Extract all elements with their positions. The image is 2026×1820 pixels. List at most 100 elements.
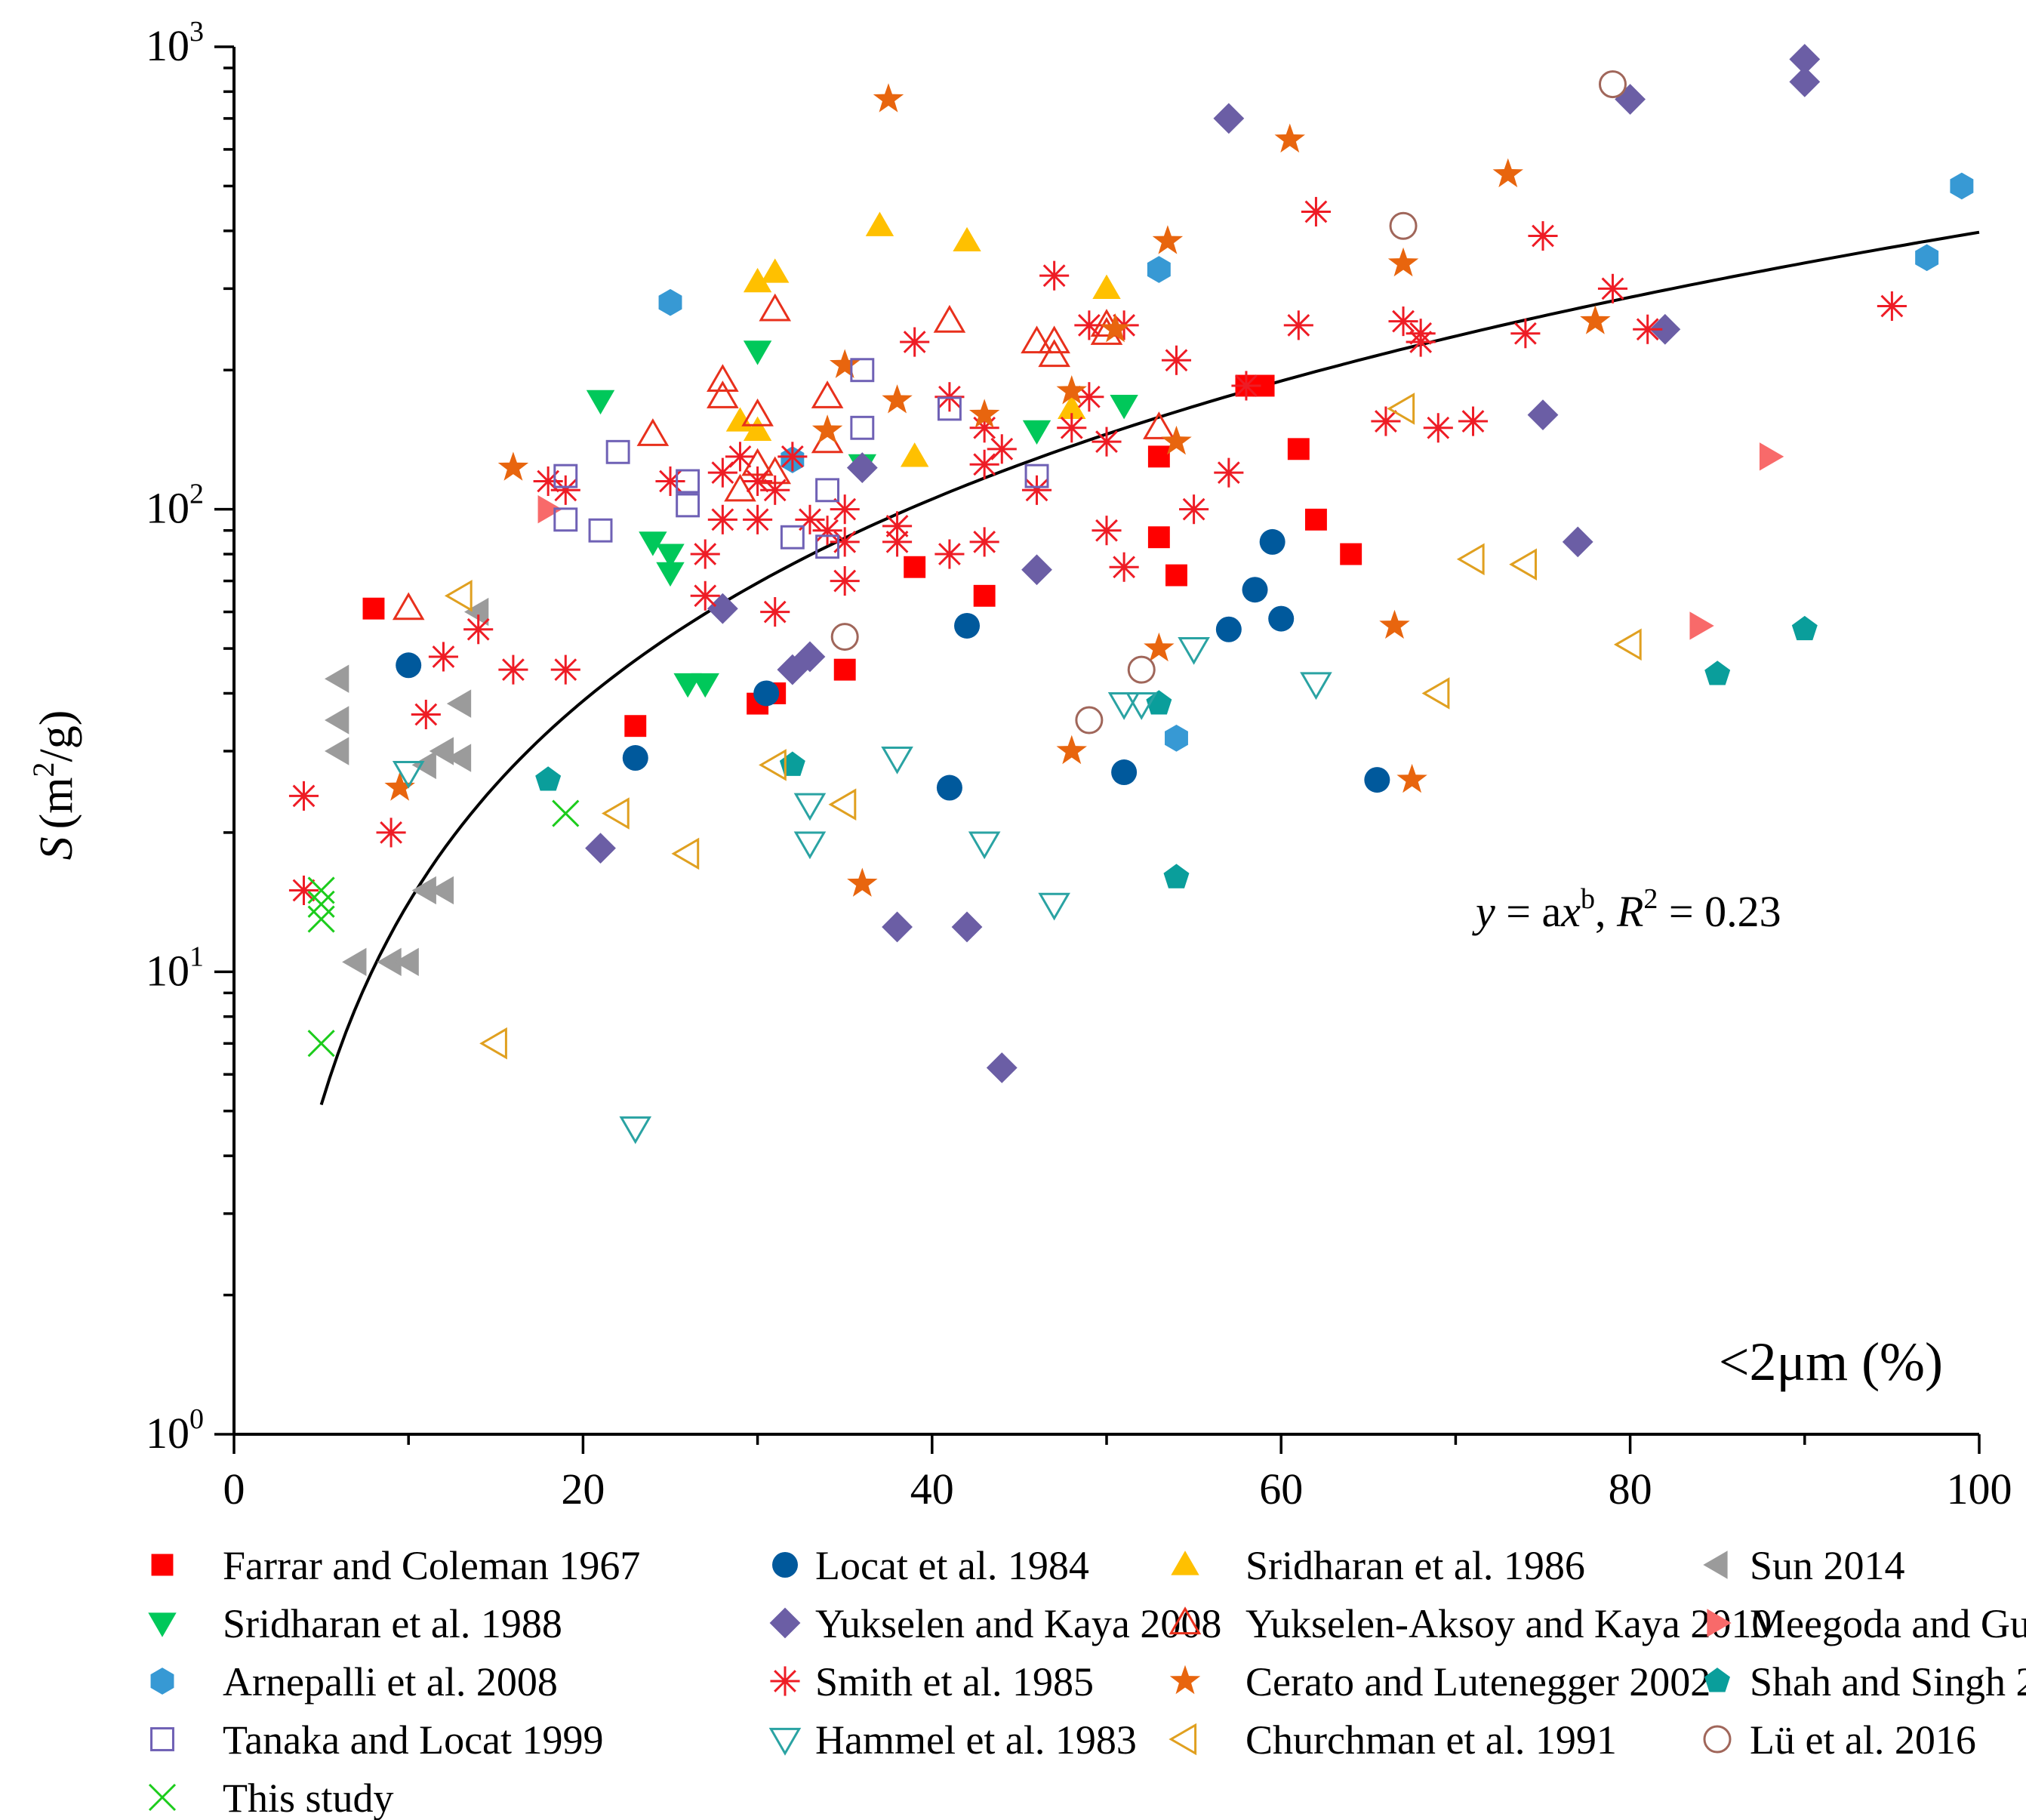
legend-label: Sridharan et al. 1986 bbox=[1245, 1543, 1585, 1588]
data-point bbox=[1231, 371, 1261, 401]
legend-label: Farrar and Coleman 1967 bbox=[223, 1543, 640, 1588]
legend-label: Arnepalli et al. 2008 bbox=[223, 1659, 558, 1705]
data-point bbox=[1024, 463, 1049, 488]
legend-item: Sun 2014 bbox=[1703, 1543, 1905, 1588]
data-point bbox=[392, 760, 425, 789]
legend-marker bbox=[772, 1552, 798, 1578]
y-axis-label: S(m2/g) bbox=[26, 710, 82, 861]
x-tick-label: 100 bbox=[1947, 1464, 2012, 1514]
y-tick-label: 103 bbox=[146, 16, 204, 70]
data-point bbox=[1057, 413, 1087, 443]
data-point bbox=[882, 511, 913, 541]
data-point bbox=[1146, 690, 1172, 715]
legend-label: Meegoda and Gunasekera 1992 bbox=[1750, 1601, 2026, 1646]
data-point bbox=[1379, 609, 1410, 639]
data-point bbox=[658, 288, 682, 316]
data-point bbox=[446, 689, 472, 718]
data-point bbox=[1161, 425, 1192, 455]
data-point bbox=[535, 766, 562, 791]
legend-item: Meegoda and Gunasekera 1992 bbox=[1707, 1601, 2026, 1646]
data-point bbox=[619, 1116, 652, 1144]
data-point bbox=[1789, 44, 1821, 75]
data-point bbox=[1092, 274, 1121, 299]
data-point bbox=[1268, 605, 1295, 632]
data-point bbox=[1301, 196, 1331, 226]
data-point bbox=[1165, 724, 1188, 752]
data-point bbox=[1213, 103, 1245, 134]
data-point bbox=[691, 673, 719, 698]
data-point bbox=[1147, 526, 1170, 549]
data-point bbox=[936, 775, 962, 801]
data-point bbox=[1074, 310, 1104, 340]
x-axis-label: <2μm (%) bbox=[1719, 1332, 1943, 1392]
x-tick-label: 20 bbox=[561, 1464, 605, 1514]
series-hammel-et-al-1983 bbox=[392, 636, 1332, 1144]
data-point bbox=[396, 652, 422, 679]
data-point bbox=[1075, 706, 1104, 734]
data-point bbox=[1387, 393, 1415, 425]
data-point bbox=[1562, 526, 1593, 558]
data-point bbox=[1152, 225, 1184, 254]
data-point bbox=[1649, 313, 1681, 345]
data-point bbox=[828, 788, 857, 821]
data-point bbox=[881, 746, 913, 775]
data-point bbox=[307, 1030, 335, 1058]
legend-item: Smith et al. 1985 bbox=[770, 1659, 1094, 1705]
data-point bbox=[553, 463, 578, 488]
data-point bbox=[1021, 554, 1052, 586]
data-point bbox=[833, 658, 856, 681]
data-point bbox=[1704, 661, 1731, 685]
data-point bbox=[1387, 247, 1419, 277]
legend-label: This study bbox=[223, 1775, 394, 1820]
x-tick-label: 60 bbox=[1259, 1464, 1303, 1514]
data-point bbox=[325, 706, 349, 734]
data-point bbox=[636, 418, 670, 446]
series-locat-et-al-1984 bbox=[396, 528, 1390, 801]
legend-item: Yukselen and Kaya 2008 bbox=[769, 1601, 1221, 1646]
legend-label: Cerato and Lutenegger 2002 bbox=[1245, 1659, 1710, 1705]
legend-item: Sridharan et al. 1986 bbox=[1171, 1543, 1585, 1588]
data-point bbox=[1147, 256, 1171, 283]
axes: 0 20 40 60 80 100 100 101 102 103 bbox=[146, 16, 2012, 1514]
data-point bbox=[761, 258, 790, 283]
data-point bbox=[741, 398, 774, 427]
data-point bbox=[1107, 692, 1141, 720]
data-point bbox=[1058, 394, 1086, 420]
data-point bbox=[1110, 395, 1138, 420]
data-point bbox=[904, 556, 926, 578]
data-point bbox=[1371, 406, 1401, 436]
legend-label: Yukselen-Aksoy and Kaya 2010 bbox=[1245, 1601, 1772, 1646]
data-point bbox=[725, 407, 755, 432]
data-point bbox=[1597, 273, 1628, 303]
data-point bbox=[1528, 220, 1558, 251]
data-point bbox=[1287, 438, 1310, 460]
data-point bbox=[725, 442, 756, 472]
series-churchman-et-al-1991 bbox=[444, 393, 1642, 1060]
legend-marker bbox=[768, 1727, 802, 1756]
fit-curve bbox=[319, 230, 1980, 1106]
legend-label: Smith et al. 1985 bbox=[815, 1659, 1094, 1705]
data-point bbox=[1364, 767, 1390, 793]
data-point bbox=[846, 452, 878, 483]
data-point bbox=[463, 614, 494, 645]
data-point bbox=[288, 875, 319, 905]
data-point bbox=[342, 947, 367, 977]
data-point bbox=[1492, 158, 1523, 188]
data-point bbox=[753, 680, 780, 707]
data-point bbox=[288, 781, 319, 811]
data-point bbox=[882, 911, 913, 943]
data-point bbox=[1527, 399, 1559, 431]
series-tanaka-and-locat-1999 bbox=[553, 358, 1049, 559]
data-point bbox=[463, 597, 489, 627]
data-point bbox=[937, 396, 962, 421]
data-point bbox=[1456, 543, 1485, 576]
legend-label: Sun 2014 bbox=[1750, 1543, 1905, 1588]
data-point bbox=[307, 890, 335, 918]
data-point bbox=[1633, 314, 1663, 344]
data-point bbox=[847, 867, 878, 897]
data-point bbox=[605, 439, 630, 464]
data-point bbox=[1074, 382, 1104, 412]
legend-marker bbox=[1704, 1668, 1730, 1692]
series-sun-2014 bbox=[325, 597, 489, 977]
